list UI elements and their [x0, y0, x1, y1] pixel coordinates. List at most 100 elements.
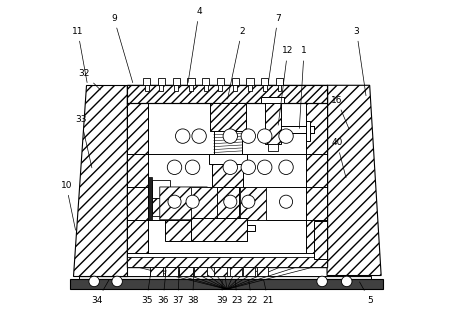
- Text: 39: 39: [216, 280, 228, 305]
- Circle shape: [241, 129, 256, 143]
- Bar: [217, 187, 239, 220]
- Bar: [209, 154, 247, 164]
- Text: 10: 10: [60, 181, 75, 230]
- Circle shape: [224, 195, 237, 208]
- Bar: [212, 218, 243, 225]
- Circle shape: [317, 276, 327, 287]
- Bar: [127, 253, 327, 267]
- Bar: [214, 131, 242, 154]
- Circle shape: [223, 160, 237, 174]
- Bar: [243, 267, 255, 276]
- Text: 16: 16: [331, 95, 349, 129]
- Bar: [201, 225, 255, 231]
- Circle shape: [192, 129, 206, 143]
- Circle shape: [279, 129, 293, 143]
- Bar: [143, 78, 150, 85]
- Bar: [218, 85, 222, 91]
- Bar: [173, 78, 180, 85]
- Bar: [127, 257, 327, 267]
- Bar: [145, 85, 148, 91]
- Bar: [281, 126, 314, 133]
- Bar: [202, 78, 209, 85]
- Text: 21: 21: [262, 280, 274, 305]
- Text: 9: 9: [111, 13, 133, 83]
- Text: 2: 2: [227, 27, 245, 99]
- Text: 33: 33: [75, 115, 92, 168]
- Circle shape: [168, 160, 182, 174]
- Bar: [191, 187, 217, 220]
- Bar: [268, 144, 278, 151]
- Bar: [210, 103, 246, 131]
- Text: 4: 4: [188, 7, 202, 83]
- Circle shape: [257, 129, 272, 143]
- Circle shape: [242, 195, 255, 208]
- Bar: [247, 78, 254, 85]
- Circle shape: [279, 160, 293, 174]
- Bar: [127, 85, 327, 103]
- Bar: [212, 164, 243, 187]
- Circle shape: [241, 160, 256, 174]
- Text: 37: 37: [172, 270, 183, 305]
- Bar: [79, 276, 371, 279]
- Circle shape: [223, 129, 237, 143]
- Bar: [257, 267, 268, 276]
- Text: 12: 12: [278, 46, 293, 125]
- Bar: [248, 85, 252, 91]
- Bar: [230, 267, 242, 276]
- Bar: [204, 85, 207, 91]
- Text: 40: 40: [331, 138, 346, 178]
- Circle shape: [280, 195, 292, 208]
- Bar: [265, 102, 281, 144]
- Text: 36: 36: [157, 270, 169, 305]
- Bar: [165, 220, 191, 241]
- Bar: [306, 85, 327, 267]
- Bar: [152, 198, 170, 216]
- Bar: [263, 85, 266, 91]
- Text: 3: 3: [354, 27, 366, 96]
- Bar: [159, 85, 163, 91]
- Bar: [232, 78, 239, 85]
- Bar: [189, 85, 193, 91]
- Bar: [261, 78, 268, 85]
- Bar: [69, 279, 383, 289]
- Text: 7: 7: [268, 13, 281, 83]
- Bar: [217, 78, 224, 85]
- Text: 11: 11: [72, 27, 87, 83]
- Text: 5: 5: [360, 282, 373, 305]
- Circle shape: [185, 160, 200, 174]
- Bar: [314, 221, 327, 259]
- Text: 32: 32: [79, 69, 100, 90]
- Bar: [194, 267, 207, 276]
- Bar: [158, 78, 165, 85]
- Polygon shape: [160, 187, 207, 220]
- Bar: [150, 267, 163, 276]
- Circle shape: [176, 129, 190, 143]
- Bar: [214, 267, 227, 276]
- Bar: [127, 85, 148, 267]
- Text: 38: 38: [187, 270, 198, 305]
- Bar: [152, 180, 170, 198]
- Bar: [188, 78, 194, 85]
- Circle shape: [168, 195, 181, 208]
- Bar: [277, 85, 281, 91]
- Circle shape: [257, 160, 272, 174]
- Polygon shape: [327, 85, 381, 276]
- Circle shape: [89, 276, 99, 287]
- Bar: [233, 85, 237, 91]
- Circle shape: [186, 195, 199, 208]
- Polygon shape: [240, 187, 266, 220]
- Text: 34: 34: [92, 279, 109, 305]
- Text: 23: 23: [231, 280, 242, 305]
- Circle shape: [112, 276, 123, 287]
- Bar: [276, 78, 283, 85]
- Bar: [179, 267, 192, 276]
- Text: 1: 1: [299, 46, 307, 129]
- Bar: [165, 267, 178, 276]
- Text: 22: 22: [246, 280, 257, 305]
- Text: 35: 35: [141, 270, 153, 305]
- Bar: [148, 177, 152, 220]
- Bar: [174, 85, 178, 91]
- Bar: [127, 85, 327, 267]
- Bar: [262, 97, 284, 103]
- Polygon shape: [73, 85, 127, 276]
